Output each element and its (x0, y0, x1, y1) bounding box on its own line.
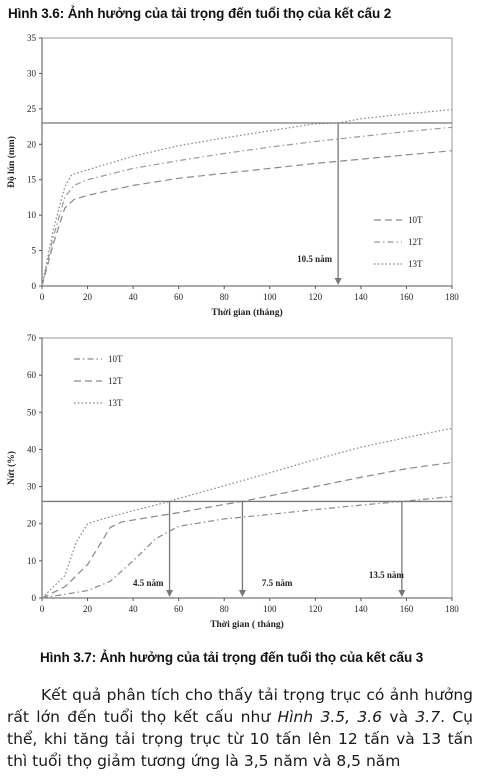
series-line-12T (41, 126, 453, 287)
annotation-label: 4.5 năm (133, 578, 164, 588)
series-line-12T (41, 461, 453, 599)
x-axis-title: Thời gian (tháng) (211, 307, 282, 318)
x-tick-label: 80 (220, 292, 230, 302)
legend-label-13T: 13T (108, 398, 123, 408)
x-tick-label: 60 (174, 292, 184, 302)
y-tick-label: 0 (32, 281, 37, 291)
figure-1-caption: Hình 3.6: Ảnh hưởng của tải trọng đến tu… (8, 6, 392, 21)
annotation-arrow-head (238, 590, 246, 597)
legend-label-10T: 10T (108, 354, 123, 364)
annotation-arrow-head (166, 590, 174, 597)
y-tick-label: 15 (27, 175, 37, 185)
x-tick-label: 40 (129, 292, 139, 302)
x-tick-label: 120 (309, 292, 323, 302)
y-axis-title: Độ lún (mm) (6, 136, 17, 188)
y-tick-label: 70 (27, 333, 37, 343)
plot-area-frame (41, 37, 453, 287)
plot-area-frame (41, 337, 453, 599)
x-tick-label: 40 (129, 604, 139, 614)
paragraph-text-1: Kết quả phân tích cho thấy tải trọng trụ… (7, 686, 473, 726)
y-tick-label: 10 (27, 210, 37, 220)
y-tick-label: 35 (27, 33, 37, 43)
annotation-label: 7.5 năm (262, 578, 293, 588)
annotation-label: 10.5 năm (297, 254, 333, 264)
series-line-13T (41, 427, 453, 599)
y-tick-label: 25 (27, 104, 37, 114)
annotation-label: 13.5 năm (369, 570, 405, 580)
x-axis-title: Thời gian ( tháng) (210, 619, 284, 630)
legend-label-10T: 10T (408, 215, 423, 225)
x-tick-label: 140 (354, 292, 368, 302)
x-tick-label: 20 (83, 604, 93, 614)
x-tick-label: 100 (263, 292, 277, 302)
figure-2-caption: Hình 3.7: Ảnh hưởng của tải trọng đến tu… (40, 650, 424, 665)
x-tick-label: 160 (400, 604, 414, 614)
x-tick-label: 180 (445, 604, 459, 614)
x-tick-label: 0 (40, 292, 45, 302)
x-tick-label: 140 (354, 604, 368, 614)
legend-label-12T: 12T (408, 237, 423, 247)
x-tick-label: 80 (220, 604, 230, 614)
annotation-arrow-head (398, 590, 406, 597)
y-tick-label: 5 (32, 246, 37, 256)
y-tick-label: 40 (27, 444, 37, 454)
y-tick-label: 0 (32, 593, 37, 603)
series-line-10T (41, 496, 453, 599)
paragraph-text-3: . Cụ thể, khi tăng tải trọng trục từ 10 … (7, 708, 473, 770)
legend-label-13T: 13T (408, 259, 423, 269)
y-axis-title: Nứt (%) (6, 451, 17, 485)
y-tick-label: 50 (27, 407, 37, 417)
y-tick-label: 20 (27, 519, 37, 529)
figure-reference-2: 3.7 (415, 708, 441, 726)
figure-reference: Hình 3.5, 3.6 (277, 708, 383, 726)
y-tick-label: 20 (27, 139, 37, 149)
x-tick-label: 120 (309, 604, 323, 614)
series-line-13T (41, 109, 453, 287)
x-tick-label: 60 (174, 604, 184, 614)
annotation-arrow-head (334, 278, 342, 285)
y-tick-label: 10 (27, 556, 37, 566)
x-tick-label: 0 (40, 604, 45, 614)
x-tick-label: 100 (263, 604, 277, 614)
legend-label-12T: 12T (108, 376, 123, 386)
y-tick-label: 30 (27, 482, 37, 492)
figure-1-chart: 0 20 40 60 80 100 120 140 160 180 0 5 10 15 20 25 30 35 Th… (6, 33, 459, 318)
x-tick-label: 20 (83, 292, 93, 302)
paragraph-text-2: và (382, 708, 416, 726)
series-line-10T (41, 150, 453, 287)
figure-2-chart: 0 20 40 60 80 100 120 140 160 180 0 10 20 30 40 50 60 70 T… (6, 333, 459, 630)
body-paragraph: Kết quả phân tích cho thấy tải trọng trụ… (7, 684, 473, 772)
x-tick-label: 180 (445, 292, 459, 302)
x-tick-label: 160 (400, 292, 414, 302)
y-tick-label: 60 (27, 370, 37, 380)
y-tick-label: 30 (27, 68, 37, 78)
